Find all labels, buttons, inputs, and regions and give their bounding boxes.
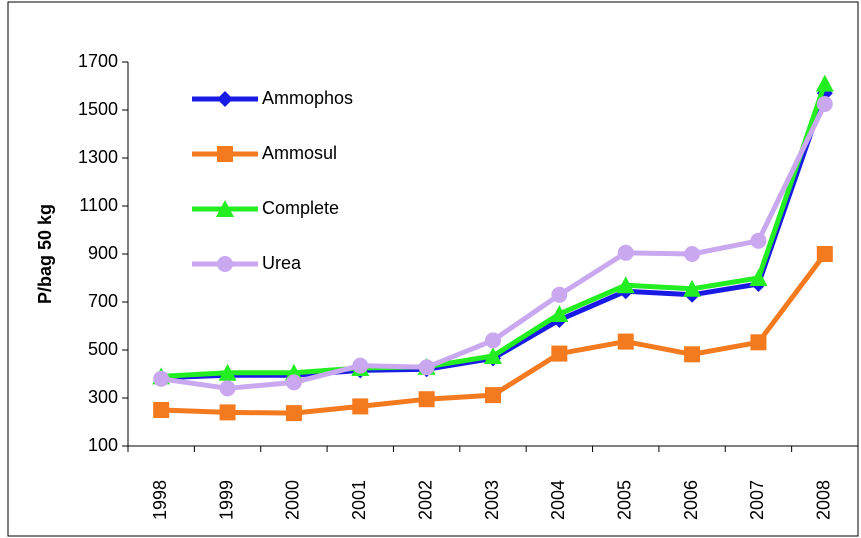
x-tick-label: 2008 (814, 480, 834, 520)
y-tick-label: 1700 (78, 51, 118, 71)
x-tick-label: 2000 (283, 480, 303, 520)
x-tick-label: 2003 (482, 480, 502, 520)
x-tick-label: 2005 (614, 480, 634, 520)
marker (815, 74, 834, 92)
marker (153, 402, 170, 418)
marker (352, 398, 369, 415)
x-tick-label: 2001 (349, 480, 369, 520)
marker (683, 279, 702, 297)
marker (485, 387, 501, 404)
marker (749, 269, 768, 286)
x-tick-label: 2002 (415, 480, 435, 520)
marker (684, 346, 701, 363)
marker (285, 405, 302, 422)
legend-label: Ammophos (262, 88, 353, 108)
marker (485, 332, 501, 349)
x-tick-label: 1999 (216, 480, 236, 520)
x-tick-label: 2004 (548, 480, 568, 520)
marker (153, 370, 170, 387)
marker (418, 391, 435, 408)
marker (816, 96, 833, 112)
y-tick-label: 500 (88, 339, 118, 359)
marker (750, 232, 767, 249)
marker (684, 246, 701, 262)
x-tick-label: 1998 (150, 480, 170, 520)
marker (750, 334, 767, 351)
y-tick-label: 1100 (79, 195, 118, 215)
marker (616, 276, 635, 294)
legend-label: Urea (262, 253, 302, 273)
marker (418, 359, 435, 376)
marker (217, 146, 233, 162)
y-tick-label: 1300 (78, 147, 118, 167)
legend-label: Ammosul (262, 143, 337, 163)
y-tick-label: 300 (88, 387, 118, 407)
y-tick-label: 900 (88, 243, 118, 263)
marker (218, 363, 237, 381)
marker (219, 404, 236, 421)
legend-label: Complete (262, 198, 339, 218)
marker (217, 91, 233, 107)
y-tick-label: 1500 (78, 99, 118, 119)
marker (617, 333, 634, 350)
marker (551, 345, 568, 362)
y-tick-label: 700 (88, 291, 118, 311)
marker (217, 256, 233, 272)
marker (219, 380, 236, 397)
x-tick-label: 2006 (681, 480, 701, 520)
marker (617, 244, 634, 261)
marker (550, 305, 569, 322)
marker (484, 347, 502, 364)
x-tick-label: 2007 (747, 480, 767, 520)
marker (816, 246, 833, 262)
y-tick-label: 100 (88, 435, 118, 455)
marker (216, 200, 234, 217)
marker (551, 286, 568, 303)
marker (285, 374, 302, 391)
marker (352, 357, 369, 374)
chart-frame (7, 1, 859, 537)
y-axis-label: P/bag 50 kg (35, 204, 55, 304)
